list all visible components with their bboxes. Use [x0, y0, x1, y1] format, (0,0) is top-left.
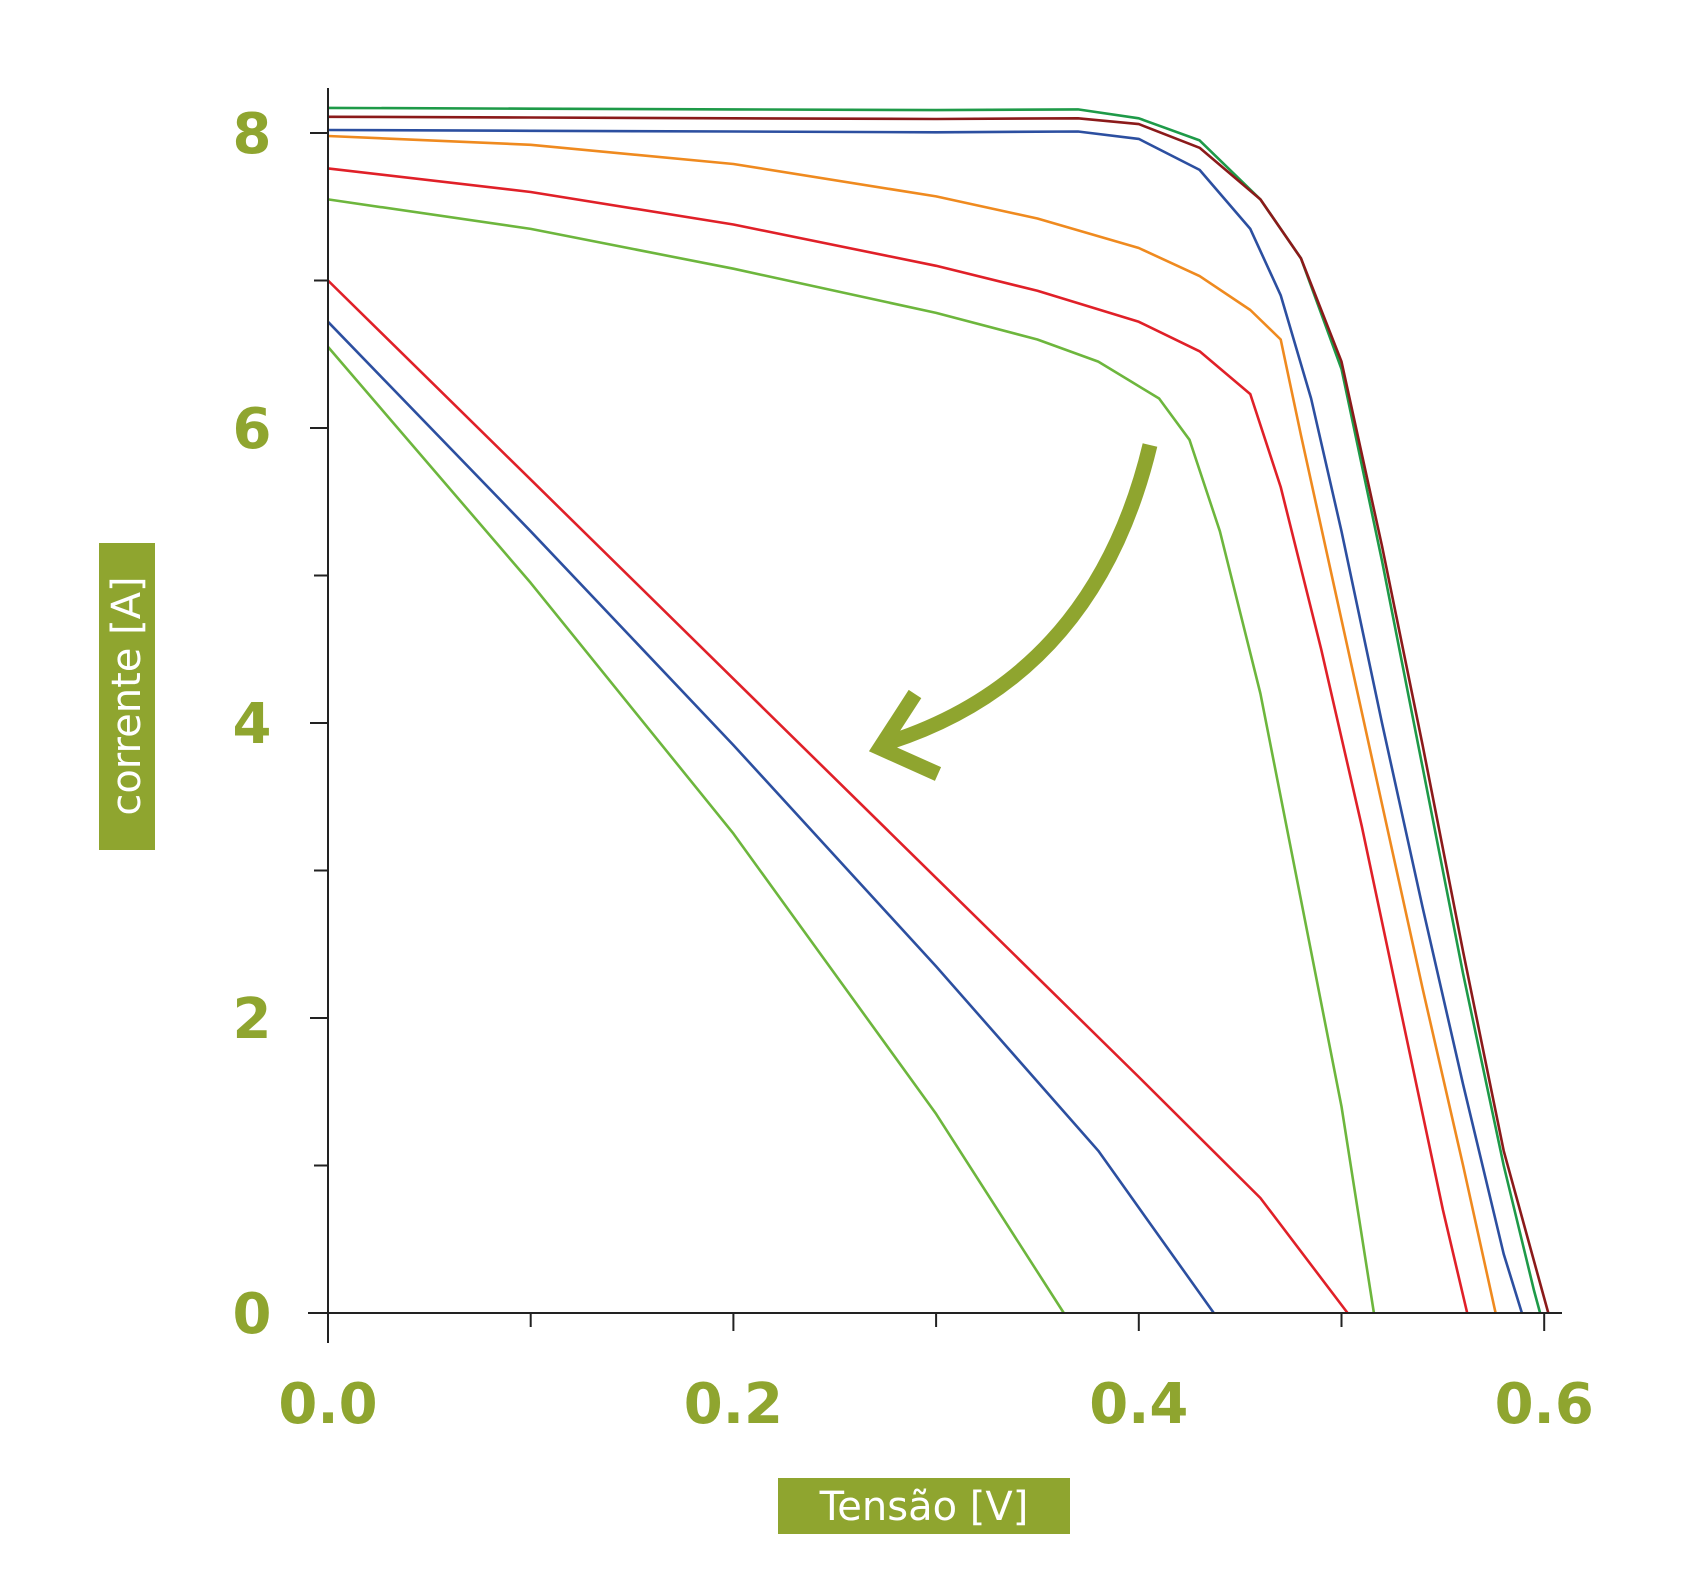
y-axis-title: corrente [A]: [104, 576, 150, 815]
series-line-3: [327, 128, 1524, 1314]
series-layer: [327, 106, 1550, 1314]
x-tick-label: 0.4: [1089, 1372, 1188, 1437]
series-line-9: [327, 346, 1065, 1314]
y-tick-label: 8: [233, 102, 272, 167]
series-line-5: [327, 167, 1469, 1314]
axes-layer: [308, 88, 1562, 1343]
x-tick-label: 0.6: [1495, 1372, 1594, 1437]
y-axis-title-group: corrente [A]: [99, 543, 155, 850]
trend-arrow-shaft: [887, 443, 1158, 750]
x-tick-label: 0.0: [278, 1372, 377, 1437]
x-axis-title: Tensão [V]: [819, 1484, 1029, 1530]
series-line-7: [327, 279, 1349, 1314]
series-line-8: [327, 320, 1215, 1314]
series-line-1: [327, 106, 1542, 1314]
ticks-layer: 0.0 0.2 0.4 0.6 0 2 4 6 8: [233, 102, 1594, 1437]
trend-arrow: [868, 443, 1158, 781]
y-tick-label: 2: [233, 987, 272, 1052]
x-axis-title-group: Tensão [V]: [778, 1478, 1070, 1534]
x-axis-title-background: [778, 1478, 1070, 1534]
y-tick-label: 4: [233, 692, 272, 757]
y-tick-label: 6: [233, 397, 272, 462]
series-line-2: [327, 115, 1550, 1314]
series-line-6: [327, 198, 1376, 1314]
series-line-4: [327, 134, 1497, 1314]
trend-arrow-head: [868, 689, 942, 781]
y-tick-label: 0: [233, 1282, 272, 1347]
x-tick-label: 0.2: [684, 1372, 783, 1437]
y-axis-title-background: [99, 543, 155, 850]
